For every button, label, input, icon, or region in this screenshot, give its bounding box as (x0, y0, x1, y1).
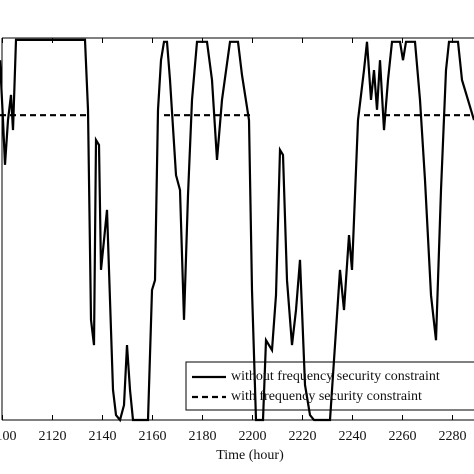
x-tick-label: 2180 (189, 429, 217, 444)
legend-label: without frequency security constraint (231, 369, 440, 384)
x-tick-label: 2120 (39, 429, 67, 444)
x-tick-label: 2220 (289, 429, 317, 444)
x-tick-label: 2100 (0, 429, 17, 444)
x-axis-label: Time (hour) (216, 448, 284, 463)
series-line (0, 38, 474, 423)
x-tick-label: 2260 (389, 429, 417, 444)
x-tick-label: 2140 (89, 429, 117, 444)
x-tick-label: 2240 (339, 429, 367, 444)
legend-box (185, 361, 474, 411)
x-tick-label: 2200 (239, 429, 267, 444)
legend-label: with frequency security constraint (231, 389, 422, 404)
x-tick-label: 2280 (439, 429, 467, 444)
x-tick-label: 2160 (139, 429, 167, 444)
